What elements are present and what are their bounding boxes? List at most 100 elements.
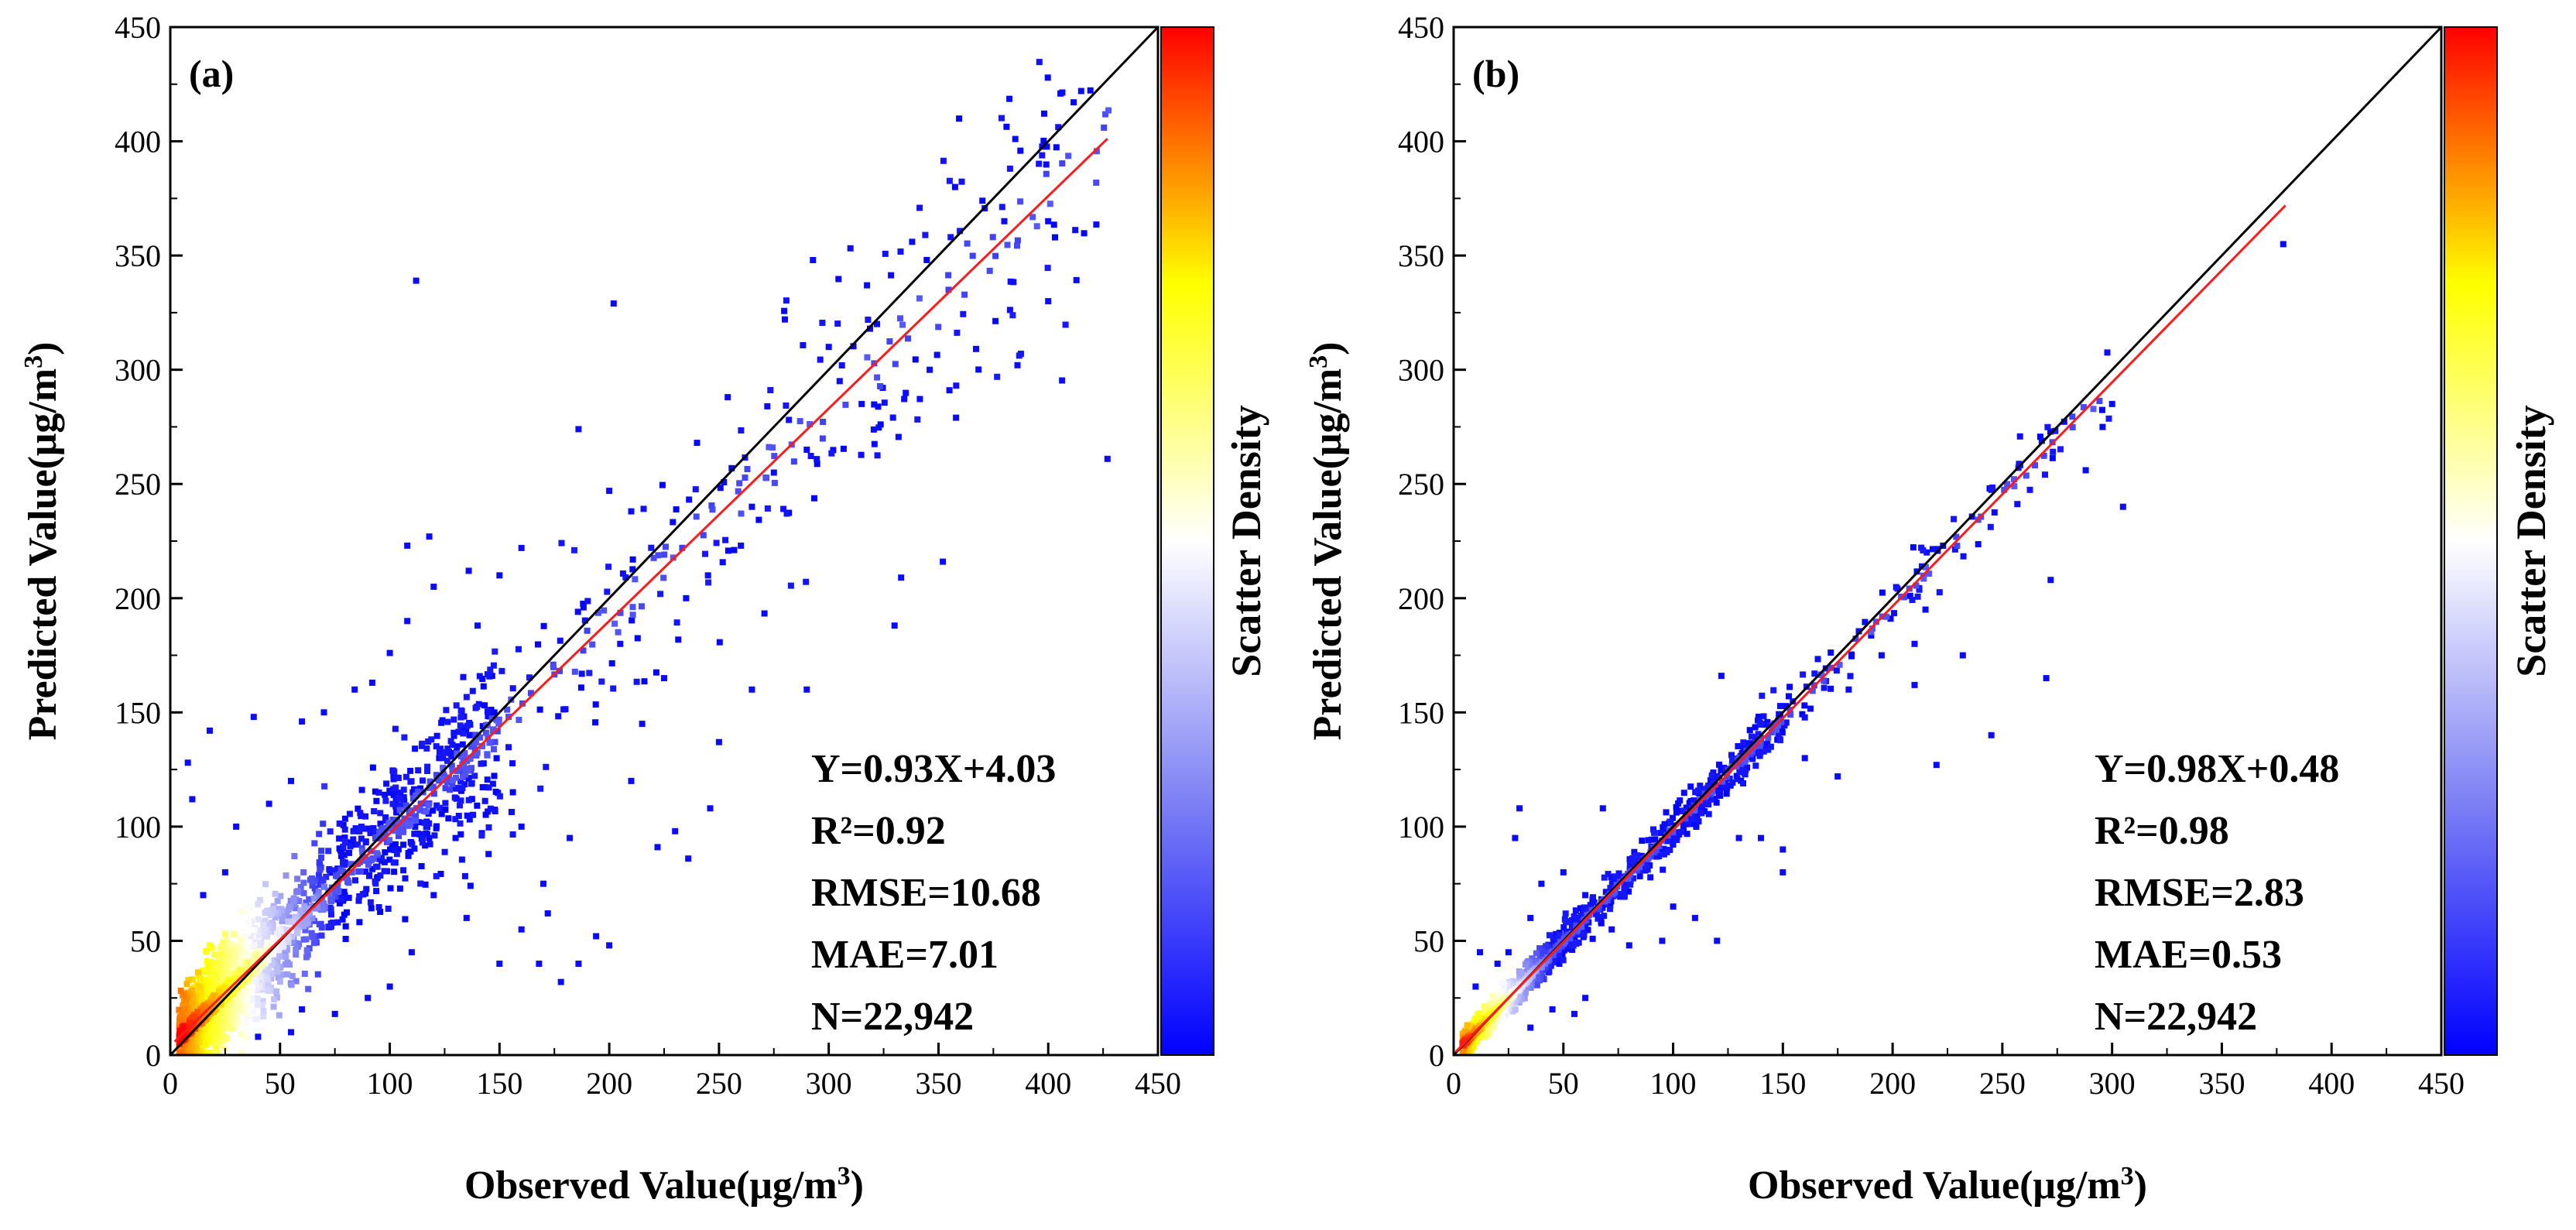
- scatter-point: [1044, 265, 1051, 272]
- scatter-point: [268, 970, 275, 977]
- scatter-point: [224, 961, 231, 968]
- scatter-point: [413, 817, 420, 824]
- scatter-point: [1560, 869, 1567, 875]
- scatter-point: [1645, 837, 1652, 844]
- scatter-point: [176, 1040, 183, 1047]
- scatter-point: [362, 838, 369, 845]
- scatter-point: [397, 802, 404, 809]
- scatter-point: [1914, 593, 1921, 600]
- scatter-point: [1560, 947, 1567, 954]
- scatter-point: [544, 910, 551, 917]
- scatter-point: [389, 842, 396, 849]
- one-to-one-reference-line: [169, 26, 1160, 1057]
- scatter-point: [288, 982, 295, 988]
- scatter-point: [1740, 739, 1747, 746]
- scatter-point: [1780, 846, 1786, 853]
- scatter-point: [294, 875, 301, 882]
- scatter-point: [471, 750, 478, 757]
- scatter-point: [430, 584, 437, 590]
- scatter-point: [491, 745, 497, 752]
- scatter-point: [471, 773, 478, 779]
- scatter-point: [370, 824, 377, 831]
- scatter-point: [218, 944, 225, 951]
- scatter-point: [185, 1006, 192, 1012]
- scatter-point: [1093, 180, 1100, 186]
- scatter-point: [1709, 788, 1716, 795]
- scatter-point: [469, 687, 476, 694]
- scatter-point: [176, 1050, 183, 1056]
- scatter-point: [946, 387, 953, 394]
- scatter-point: [1923, 564, 1929, 570]
- scatter-point: [509, 831, 516, 838]
- scatter-point: [269, 923, 276, 930]
- scatter-point: [362, 813, 369, 820]
- scatter-point: [584, 598, 591, 605]
- scatter-point: [453, 702, 460, 709]
- scatter-point: [358, 824, 365, 830]
- scatter-point: [1645, 855, 1652, 862]
- scatter-point: [1779, 729, 1786, 736]
- scatter-point: [369, 764, 376, 771]
- scatter-point: [940, 157, 947, 164]
- scatter-point: [835, 276, 842, 283]
- scatter-point: [184, 759, 191, 766]
- scatter-point: [273, 930, 280, 937]
- scatter-point: [617, 609, 624, 616]
- scatter-point: [557, 637, 564, 644]
- scatter-point: [255, 973, 262, 980]
- scatter-point: [704, 572, 711, 579]
- scatter-point: [504, 706, 511, 713]
- scatter-point: [592, 719, 599, 726]
- scatter-point: [462, 771, 469, 778]
- scatter-point: [999, 204, 1005, 211]
- scatter-point: [1869, 625, 1875, 632]
- scatter-point: [947, 234, 954, 241]
- scatter-point: [318, 854, 324, 861]
- scatter-point: [245, 906, 251, 913]
- scatter-point: [881, 399, 888, 406]
- scatter-point: [466, 731, 473, 738]
- scatter-point: [395, 846, 402, 853]
- x-tick-label: 350: [2198, 1066, 2245, 1101]
- scatter-point: [250, 1009, 256, 1015]
- scatter-point: [1786, 693, 1792, 700]
- scatter-point: [1951, 546, 1958, 553]
- scatter-point: [1516, 805, 1523, 812]
- scatter-point: [419, 834, 426, 841]
- scatter-point: [228, 941, 235, 947]
- scatter-point: [787, 582, 794, 589]
- scatter-point: [211, 951, 218, 958]
- scatter-point: [479, 723, 486, 730]
- scatter-point: [1014, 361, 1021, 368]
- scatter-point: [433, 872, 440, 879]
- scatter-point: [460, 730, 467, 737]
- scatter-point: [992, 252, 999, 259]
- scatter-point: [346, 849, 352, 856]
- scatter-point: [1722, 782, 1729, 789]
- scatter-point: [314, 971, 321, 978]
- scatter-point: [916, 396, 923, 403]
- scatter-point: [555, 713, 562, 720]
- scatter-point: [377, 821, 384, 827]
- scatter-point: [457, 797, 464, 804]
- scatter-point: [332, 888, 339, 895]
- scatter-point: [199, 968, 206, 975]
- scatter-point: [192, 1045, 199, 1052]
- scatter-point: [1667, 818, 1673, 825]
- scatter-point: [1988, 731, 1995, 738]
- scatter-point: [865, 317, 872, 323]
- scatter-point: [270, 930, 277, 937]
- scatter-point: [535, 641, 541, 648]
- scatter-point: [490, 726, 497, 733]
- scatter-point: [406, 817, 413, 824]
- scatter-point: [252, 1016, 259, 1023]
- scatter-point: [476, 673, 483, 680]
- y-tick-label: 450: [1398, 10, 1444, 45]
- scatter-point: [1663, 848, 1670, 855]
- scatter-point: [292, 923, 299, 930]
- scatter-point: [1587, 902, 1594, 909]
- scatter-point: [1591, 899, 1598, 906]
- x-tick-label: 400: [2308, 1066, 2355, 1101]
- scatter-point: [391, 768, 398, 775]
- scatter-point: [180, 1001, 187, 1008]
